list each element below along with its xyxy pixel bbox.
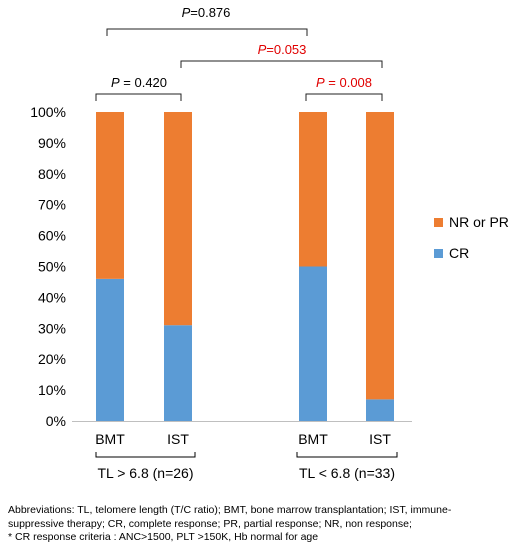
- comparison-bracket: [95, 93, 182, 101]
- comparison-bracket: [305, 93, 383, 101]
- p-value-label: P = 0.420: [111, 75, 167, 90]
- group-label: TL > 6.8 (n=26): [98, 465, 194, 481]
- legend-label: CR: [449, 245, 469, 261]
- legend: NR or PR CR: [434, 214, 509, 261]
- x-tick-label: BMT: [298, 431, 328, 447]
- y-tick-label: 60%: [38, 228, 66, 244]
- x-axis: BMT IST BMT IST TL > 6.8 (n=26) TL < 6.8 (n=3…: [72, 421, 412, 481]
- significance-brackets: P = 0.420 P = 0.008 P=0.053 P=0.876: [95, 5, 383, 101]
- legend-swatch: [434, 218, 443, 227]
- bar-segment-cr: [299, 266, 327, 421]
- y-axis: 0% 10% 20% 30% 40% 50% 60% 70% 80% 90% 100%: [30, 104, 66, 429]
- footnote: Abbreviations: TL, telomere length (T/C …: [8, 504, 516, 545]
- y-tick-label: 30%: [38, 320, 66, 336]
- bar-segment-nr-or-pr: [164, 112, 192, 326]
- y-tick-label: 90%: [38, 135, 66, 151]
- bar-segment-nr-or-pr: [299, 112, 327, 267]
- bar-segment-nr-or-pr: [96, 112, 124, 279]
- y-tick-label: 100%: [30, 104, 66, 120]
- bar-segment-nr-or-pr: [366, 112, 394, 400]
- p-value-label: P=0.876: [182, 5, 231, 20]
- group-bracket: [95, 452, 196, 458]
- bar-segment-cr: [96, 278, 124, 421]
- y-tick-label: 70%: [38, 197, 66, 213]
- y-tick-label: 10%: [38, 382, 66, 398]
- y-tick-label: 20%: [38, 351, 66, 367]
- p-value-label: P=0.053: [258, 42, 307, 57]
- bars: [96, 112, 394, 421]
- comparison-bracket: [180, 60, 383, 68]
- legend-swatch: [434, 249, 443, 258]
- x-tick-label: IST: [369, 431, 391, 447]
- footnote-line-3: * CR response criteria : ANC>1500, PLT >…: [8, 531, 319, 543]
- y-tick-label: 80%: [38, 166, 66, 182]
- footnote-line-1: Abbreviations: TL, telomere length (T/C …: [8, 504, 452, 516]
- x-tick-label: IST: [167, 431, 189, 447]
- legend-label: NR or PR: [449, 214, 509, 230]
- bar-segment-cr: [164, 325, 192, 421]
- y-tick-label: 50%: [38, 259, 66, 275]
- group-bracket: [296, 452, 398, 458]
- y-tick-label: 0%: [46, 413, 66, 429]
- bar-segment-cr: [366, 399, 394, 421]
- footnote-line-2: suppressive therapy; CR, complete respon…: [8, 517, 412, 530]
- x-tick-label: BMT: [95, 431, 125, 447]
- y-tick-label: 40%: [38, 289, 66, 305]
- group-label: TL < 6.8 (n=33): [299, 465, 395, 481]
- comparison-bracket: [106, 28, 308, 36]
- p-value-label: P = 0.008: [316, 75, 372, 90]
